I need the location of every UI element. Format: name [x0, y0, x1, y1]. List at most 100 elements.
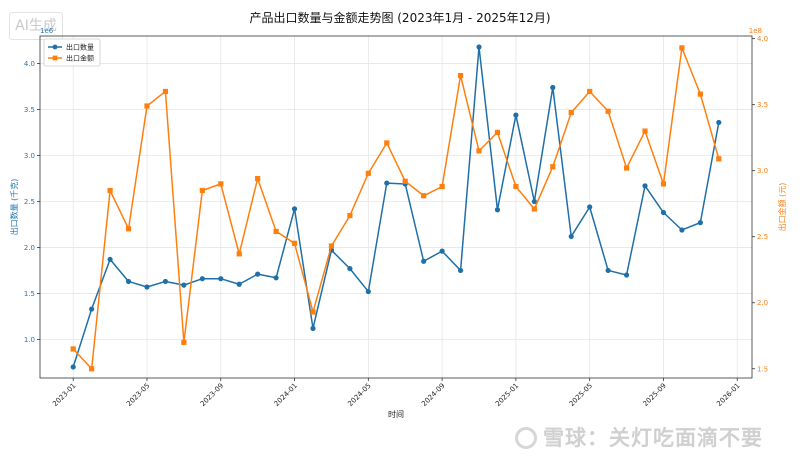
plot-frame — [39, 35, 753, 379]
left-y-tick-label: 2.0 — [24, 244, 35, 252]
right-y-tick-label: 1.5 — [757, 365, 768, 373]
quantity-data-point — [679, 227, 685, 233]
amount-data-point — [199, 187, 205, 194]
amount-data-point — [162, 88, 169, 95]
left-axis-label: 出口数量 (千克) — [9, 179, 19, 236]
chart-title: 产品出口数量与金额走势图 (2023年1月 - 2025年12月) — [249, 10, 550, 25]
x-tick-label: 2024-01 — [273, 382, 299, 408]
amount-data-point — [642, 128, 648, 134]
amount-data-point — [697, 91, 703, 97]
quantity-data-point — [550, 84, 556, 91]
x-tick-label: 2023-09 — [199, 382, 225, 408]
quantity-data-point — [623, 272, 630, 278]
left-axis-offset-label: 1e6 — [40, 27, 54, 35]
right-y-tick-label: 3.0 — [757, 167, 768, 175]
legend-box — [43, 38, 101, 67]
quantity-data-point — [439, 248, 445, 254]
amount-data-point — [291, 240, 298, 246]
quantity-data-point — [107, 256, 113, 263]
left-y-tick-label: 4.0 — [24, 60, 35, 68]
amount-data-point — [181, 339, 187, 345]
quantity-data-point — [384, 180, 390, 186]
right-y-tick-label: 2.0 — [757, 299, 768, 307]
amount-data-point — [255, 176, 261, 182]
amount-data-point — [587, 88, 593, 95]
quantity-data-point — [310, 325, 316, 331]
snowball-logo-icon — [515, 427, 537, 449]
quantity-data-point — [421, 258, 427, 264]
quantity-data-point — [255, 271, 261, 277]
source-watermark: 雪球：关灯吃面滴不要 — [515, 422, 763, 452]
source-watermark-text: 雪球：关灯吃面滴不要 — [543, 426, 763, 450]
x-tick-label: 2025-01 — [494, 382, 520, 408]
amount-data-point — [660, 181, 667, 187]
amount-data-point — [513, 183, 519, 190]
quantity-data-point — [181, 282, 187, 288]
amount-data-point — [365, 170, 371, 176]
quantity-data-point — [291, 206, 298, 212]
quantity-data-point — [568, 233, 574, 240]
series-layer — [70, 44, 722, 372]
amount-data-point — [716, 156, 722, 162]
amount-data-point — [439, 183, 445, 190]
amount-data-point — [421, 193, 427, 199]
amount-data-point — [402, 178, 408, 184]
left-y-tick-label: 1.5 — [24, 290, 35, 298]
x-tick-label: 2023-05 — [125, 382, 151, 408]
amount-data-point — [107, 187, 113, 194]
grid-lines — [40, 36, 752, 378]
x-tick-label: 2026-01 — [715, 382, 741, 408]
amount-data-point — [531, 206, 537, 212]
quantity-data-point — [89, 306, 95, 312]
amount-data-point — [605, 108, 611, 114]
quantity-data-point — [162, 278, 169, 285]
quantity-data-point — [697, 220, 703, 226]
quantity-series-line — [72, 46, 720, 368]
quantity-data-point — [476, 44, 482, 50]
right-axis-label: 出口金额 (元) — [777, 183, 787, 232]
x-axis-label: 时间 — [388, 409, 404, 419]
amount-data-point — [273, 228, 279, 235]
quantity-data-point — [605, 267, 611, 274]
amount-data-point — [476, 148, 482, 154]
x-tick-label: 2023-01 — [51, 382, 77, 408]
amount-data-point — [125, 226, 132, 232]
legend-label: 出口金额 — [66, 54, 94, 63]
quantity-data-point — [587, 204, 593, 210]
amount-data-point — [328, 243, 335, 249]
quantity-data-point — [236, 281, 242, 287]
legend-marker — [52, 55, 58, 61]
right-y-tick-label: 3.5 — [757, 101, 768, 109]
right-y-tick-label: 2.5 — [757, 233, 768, 241]
left-y-tick-label: 1.0 — [24, 336, 35, 344]
amount-data-point — [218, 181, 224, 187]
right-axis-offset-label: 1e8 — [749, 27, 762, 35]
amount-data-point — [89, 366, 95, 372]
left-y-tick-label: 2.5 — [24, 198, 35, 206]
amount-data-point — [623, 165, 630, 171]
amount-data-point — [144, 103, 150, 109]
quantity-data-point — [273, 275, 279, 281]
amount-data-point — [70, 346, 76, 352]
quantity-data-point — [660, 209, 667, 216]
x-tick-label: 2025-09 — [642, 382, 668, 408]
quantity-data-point — [218, 276, 224, 282]
quantity-data-point — [125, 278, 132, 285]
quantity-data-point — [642, 183, 648, 189]
right-y-tick-label: 4.0 — [757, 35, 768, 43]
left-y-tick-label: 3.5 — [24, 106, 35, 114]
quantity-data-point — [144, 284, 150, 290]
amount-data-point — [550, 164, 556, 170]
amount-data-point — [310, 309, 316, 315]
ai-generated-watermark: AI生成 — [9, 12, 63, 40]
left-y-tick-label: 3.0 — [24, 152, 35, 160]
amount-data-point — [236, 251, 242, 257]
quantity-data-point — [70, 364, 76, 370]
amount-data-point — [457, 73, 464, 79]
quantity-data-point — [716, 119, 722, 126]
x-tick-label: 2024-09 — [420, 382, 446, 408]
amount-data-point — [568, 109, 574, 116]
quantity-data-point — [347, 265, 353, 272]
